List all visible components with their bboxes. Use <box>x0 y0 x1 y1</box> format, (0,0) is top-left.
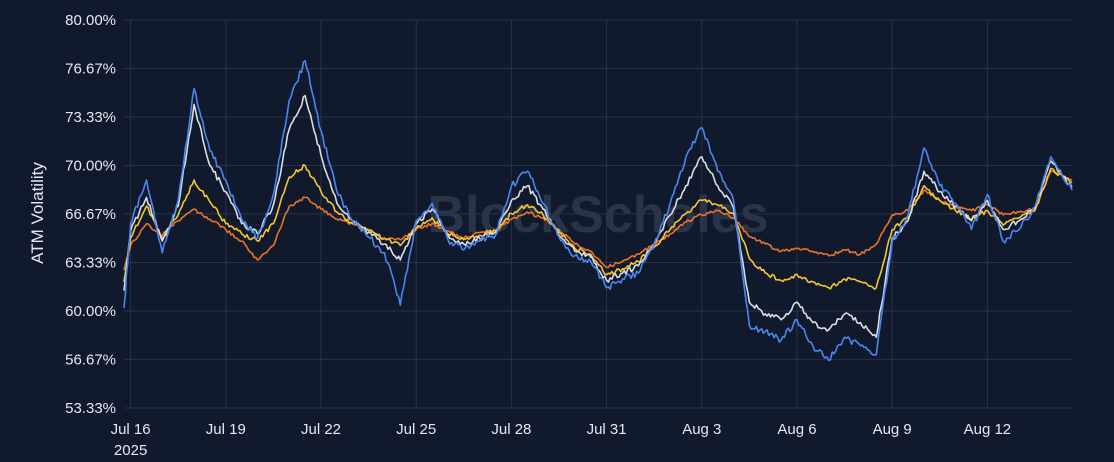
series-line-4 <box>123 59 1073 362</box>
series-layer <box>123 59 1073 362</box>
x-tick-label: Jul 22 <box>301 421 341 438</box>
x-tick-label: Jul 28 <box>491 421 531 438</box>
y-tick-label: 53.33% <box>65 400 116 417</box>
grid <box>124 19 1072 409</box>
x-tick-sublabel: 2025 <box>114 442 147 459</box>
series-line-2 <box>123 164 1073 290</box>
y-tick-label: 70.00% <box>65 157 116 174</box>
x-tick-label: Jul 25 <box>396 421 436 438</box>
x-tick-label: Jul 19 <box>206 421 246 438</box>
y-tick-label: 80.00% <box>65 12 116 29</box>
x-tick-label: Aug 12 <box>964 421 1012 438</box>
y-tick-label: 56.67% <box>65 351 116 368</box>
y-axis-title: ATM Volatility <box>28 162 47 264</box>
y-axis-ticks: 53.33% 56.67% 60.00% 63.33% 66.67% 70.00% 73.3… <box>65 12 116 417</box>
x-axis-ticks: Jul 16 2025 Jul 19 Jul 22 Jul 25 Jul 28 Jul 31… <box>111 421 1012 459</box>
y-tick-label: 66.67% <box>65 206 116 223</box>
x-tick-label: Aug 3 <box>682 421 721 438</box>
y-tick-label: 63.33% <box>65 255 116 272</box>
x-tick-label: Jul 16 <box>111 421 151 438</box>
y-tick-label: 76.67% <box>65 60 116 77</box>
series-line-3 <box>123 94 1073 338</box>
x-tick-label: Jul 31 <box>587 421 627 438</box>
y-tick-label: 60.00% <box>65 303 116 320</box>
y-tick-label: 73.33% <box>65 109 116 126</box>
x-tick-label: Aug 6 <box>777 421 816 438</box>
x-tick-label: Aug 9 <box>873 421 912 438</box>
